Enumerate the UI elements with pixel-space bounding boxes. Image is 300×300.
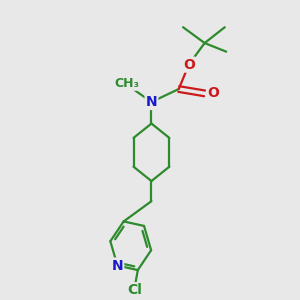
Text: O: O [207,86,219,100]
Text: N: N [146,95,157,109]
Text: O: O [183,58,195,72]
Text: Cl: Cl [128,283,142,297]
Text: N: N [112,259,123,273]
Text: CH₃: CH₃ [115,77,140,90]
